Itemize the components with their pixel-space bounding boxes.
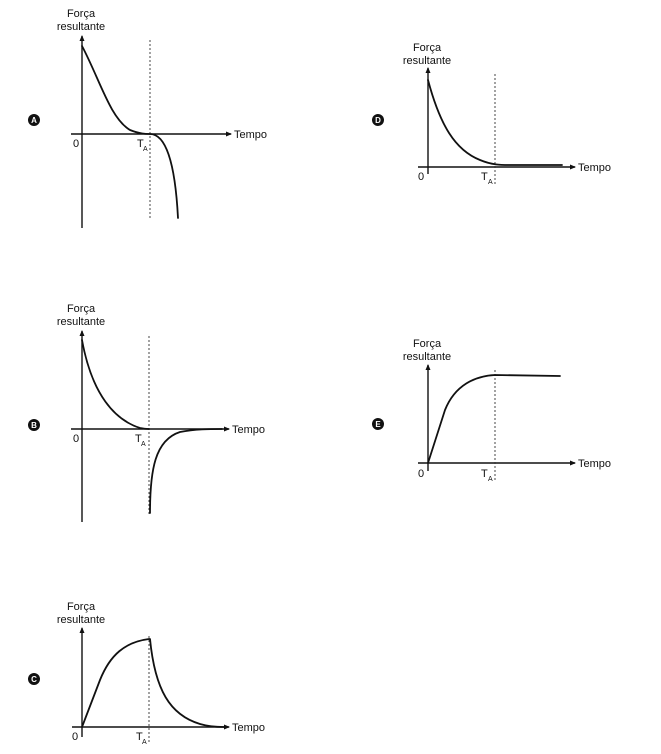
svg-text:E: E (375, 420, 381, 429)
origin-label: 0 (72, 731, 78, 743)
panel-d: D Força resultante Tempo 0 T A (372, 42, 611, 186)
x-axis-label: Tempo (578, 162, 611, 174)
force-curve-c (81, 638, 225, 728)
y-axis-label-line2: resultante (57, 316, 105, 328)
origin-label: 0 (73, 433, 79, 445)
x-axis-label: Tempo (232, 722, 265, 734)
y-axis-label-line2: resultante (57, 21, 105, 33)
option-badge-b[interactable]: B (28, 419, 40, 431)
svg-text:B: B (31, 421, 37, 430)
panel-e: E Força resultante Tempo 0 T A (372, 338, 611, 483)
svg-text:A: A (31, 116, 37, 125)
ta-marker-label: T (481, 468, 488, 480)
option-badge-d[interactable]: D (372, 114, 384, 126)
origin-label: 0 (418, 468, 424, 480)
force-curve-b-return (149, 428, 223, 514)
y-axis-label-line1: Força (67, 601, 96, 613)
panel-b: B Força resultante Tempo 0 T A (28, 303, 265, 522)
origin-label: 0 (418, 171, 424, 183)
x-axis-label: Tempo (578, 458, 611, 470)
ta-marker-subscript: A (143, 146, 148, 153)
force-curve-e (427, 374, 561, 464)
y-axis-label-line2: resultante (403, 351, 451, 363)
ta-marker-label: T (481, 171, 488, 183)
panel-a: A Força resultante Tempo 0 T A (28, 8, 267, 228)
y-axis-label-line2: resultante (57, 614, 105, 626)
origin-label: 0 (73, 138, 79, 150)
option-badge-e[interactable]: E (372, 418, 384, 430)
y-axis-label-line2: resultante (403, 55, 451, 67)
ta-marker-subscript: A (141, 441, 146, 448)
y-axis-label-line1: Força (413, 338, 442, 350)
y-axis-label-line1: Força (67, 8, 96, 20)
ta-marker-subscript: A (488, 179, 493, 186)
force-curve-d (427, 79, 563, 166)
ta-marker-label: T (136, 731, 143, 743)
ta-marker-label: T (135, 433, 142, 445)
x-axis-label: Tempo (232, 424, 265, 436)
option-badge-c[interactable]: C (28, 673, 40, 685)
ta-marker-subscript: A (142, 739, 147, 746)
panel-c: C Força resultante Tempo 0 T A (28, 601, 265, 746)
force-curve-a (81, 45, 179, 219)
x-axis-label: Tempo (234, 129, 267, 141)
ta-marker-label: T (137, 138, 144, 150)
force-curve-b-decay (81, 339, 150, 430)
svg-text:D: D (375, 116, 381, 125)
svg-text:C: C (31, 675, 37, 684)
ta-marker-subscript: A (488, 476, 493, 483)
y-axis-label-line1: Força (67, 303, 96, 315)
option-badge-a[interactable]: A (28, 114, 40, 126)
y-axis-label-line1: Força (413, 42, 442, 54)
